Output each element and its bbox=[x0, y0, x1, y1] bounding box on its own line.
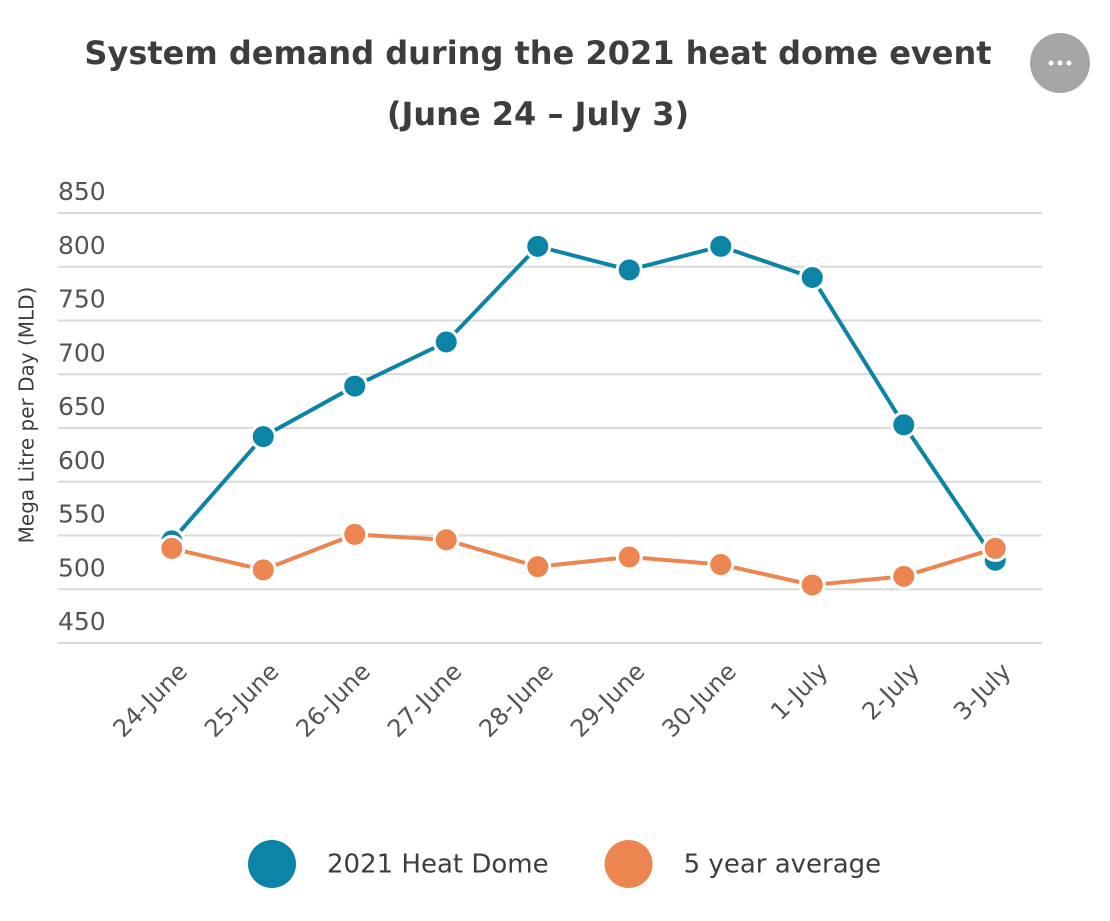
legend-marker bbox=[604, 840, 653, 888]
data-point bbox=[798, 264, 826, 291]
menu-dot bbox=[1057, 60, 1063, 66]
data-point bbox=[524, 232, 552, 260]
y-tick-label: 700 bbox=[58, 338, 106, 367]
x-tick-label: 30-June bbox=[657, 657, 742, 742]
data-point bbox=[981, 534, 1009, 562]
x-tick-label: 2-July bbox=[857, 657, 925, 725]
menu-dot bbox=[1048, 60, 1054, 66]
y-tick-label: 450 bbox=[58, 607, 106, 636]
menu-button[interactable] bbox=[1030, 33, 1090, 93]
chart-title: System demand during the 2021 heat dome … bbox=[84, 34, 991, 72]
x-tick-label: 27-June bbox=[382, 657, 467, 742]
x-tick-label: 24-June bbox=[108, 657, 193, 742]
legend-label: 2021 Heat Dome bbox=[327, 850, 549, 880]
series-line bbox=[171, 532, 996, 587]
data-point bbox=[158, 534, 186, 562]
legend-marker bbox=[248, 840, 296, 888]
y-tick-label: 750 bbox=[58, 285, 106, 314]
data-point bbox=[432, 328, 460, 356]
legend-label: 5 year average bbox=[684, 850, 882, 880]
data-point bbox=[798, 571, 826, 599]
x-tick-label: 3-July bbox=[948, 657, 1016, 725]
y-tick-label: 500 bbox=[58, 553, 106, 582]
y-tick-label: 800 bbox=[58, 231, 106, 260]
y-tick-label: 850 bbox=[58, 177, 106, 206]
x-tick-label: 29-June bbox=[565, 657, 650, 742]
data-point bbox=[341, 520, 369, 548]
data-point bbox=[249, 423, 277, 451]
data-point bbox=[341, 372, 369, 400]
data-point bbox=[524, 553, 552, 581]
x-tick-label: 26-June bbox=[291, 657, 376, 742]
data-point bbox=[615, 256, 643, 284]
x-tick-label: 28-June bbox=[474, 657, 559, 742]
data-point bbox=[432, 526, 460, 554]
data-point bbox=[707, 232, 735, 260]
data-point bbox=[707, 551, 735, 579]
data-point bbox=[615, 543, 643, 571]
data-point bbox=[890, 411, 918, 439]
data-point bbox=[249, 556, 277, 584]
x-tick-label: 1-July bbox=[765, 657, 833, 725]
chart-subtitle: (June 24 – July 3) bbox=[387, 95, 689, 133]
y-axis-label: Mega Litre per Day (MLD) bbox=[15, 287, 39, 544]
y-tick-label: 550 bbox=[58, 500, 106, 529]
menu-dot bbox=[1066, 60, 1072, 66]
x-tick-label: 25-June bbox=[199, 657, 284, 742]
data-point bbox=[890, 562, 918, 590]
y-tick-label: 600 bbox=[58, 446, 106, 475]
series-line bbox=[170, 244, 997, 562]
y-tick-label: 650 bbox=[58, 392, 106, 421]
